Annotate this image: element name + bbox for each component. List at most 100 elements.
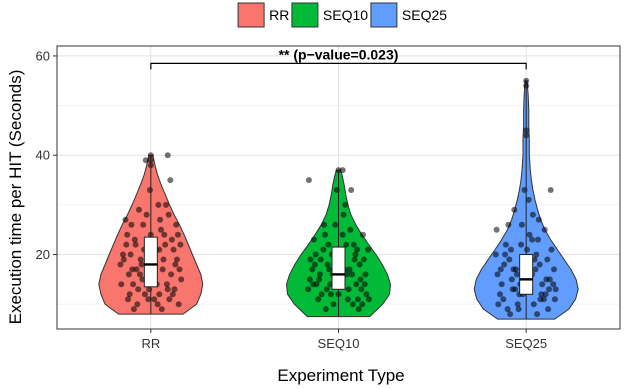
data-point xyxy=(525,196,532,203)
data-point xyxy=(130,281,137,288)
y-tick-label: 40 xyxy=(36,148,50,163)
data-point xyxy=(502,241,509,248)
data-point xyxy=(309,266,316,273)
data-point xyxy=(169,291,176,298)
y-tick-label: 20 xyxy=(36,247,50,262)
data-point xyxy=(164,152,171,159)
data-point xyxy=(537,296,544,303)
x-axis-label: Experiment Type xyxy=(277,366,404,385)
x-tick-label: SEQ25 xyxy=(505,336,547,351)
data-point xyxy=(497,266,504,273)
data-point xyxy=(356,261,363,268)
data-point xyxy=(126,291,133,298)
data-point xyxy=(322,231,328,238)
data-point xyxy=(509,286,516,293)
data-point xyxy=(321,221,328,228)
data-point xyxy=(515,306,522,313)
data-point xyxy=(501,261,508,268)
data-point xyxy=(349,301,356,308)
data-point xyxy=(128,221,135,228)
data-point xyxy=(151,296,158,303)
data-point xyxy=(543,276,550,283)
data-point xyxy=(327,291,334,298)
data-point xyxy=(162,241,169,248)
data-point xyxy=(535,216,542,223)
data-point xyxy=(339,231,346,238)
data-point xyxy=(122,216,129,223)
data-point xyxy=(507,311,514,318)
data-point xyxy=(498,281,505,288)
legend-label: SEQ10 xyxy=(323,7,368,23)
data-point xyxy=(320,246,327,253)
data-point xyxy=(158,306,165,313)
data-point xyxy=(518,221,525,228)
data-point xyxy=(137,256,144,263)
boxplots xyxy=(143,80,534,320)
data-point xyxy=(124,231,131,238)
y-axis-label: Execution time per HIT (Seconds) xyxy=(6,70,25,325)
p-value-label: ** (p−value=0.023) xyxy=(279,46,399,62)
data-point xyxy=(529,236,536,243)
data-point xyxy=(541,226,548,233)
data-point xyxy=(495,301,502,308)
legend: RR SEQ10 SEQ25 xyxy=(237,2,447,28)
significance-annotation: ** (p−value=0.023) xyxy=(150,46,527,70)
data-point xyxy=(355,306,362,313)
data-point xyxy=(354,296,361,303)
data-point xyxy=(326,266,333,273)
data-point xyxy=(118,281,125,288)
data-point xyxy=(551,266,557,273)
data-point xyxy=(323,286,330,293)
data-point xyxy=(345,286,352,293)
data-point xyxy=(156,291,163,298)
data-point xyxy=(348,187,355,193)
data-point xyxy=(360,231,366,238)
data-point xyxy=(357,276,364,283)
data-point xyxy=(506,256,513,263)
data-point xyxy=(172,261,179,268)
data-point xyxy=(159,266,166,273)
data-point xyxy=(131,236,138,243)
data-point xyxy=(311,261,318,268)
data-point xyxy=(526,231,533,238)
x-tick-label: RR xyxy=(141,336,160,351)
legend-key-seq25 xyxy=(370,2,398,28)
data-point xyxy=(545,306,552,313)
data-point xyxy=(511,206,518,213)
data-point xyxy=(173,221,180,228)
data-point xyxy=(342,201,349,208)
data-point xyxy=(547,187,554,193)
data-point xyxy=(147,187,153,193)
data-point xyxy=(171,286,178,293)
data-point xyxy=(508,246,514,253)
data-point xyxy=(505,221,512,228)
data-point xyxy=(534,311,541,318)
data-point xyxy=(535,236,541,243)
data-point xyxy=(157,216,164,223)
data-point xyxy=(138,261,145,268)
data-point xyxy=(538,291,545,298)
data-point xyxy=(147,152,154,159)
data-point xyxy=(141,291,148,298)
data-point xyxy=(134,301,141,308)
data-point xyxy=(493,226,500,233)
data-point xyxy=(349,271,355,278)
data-point xyxy=(315,296,322,303)
data-point xyxy=(354,246,361,253)
jitter-points xyxy=(117,77,559,318)
data-point xyxy=(544,256,551,263)
data-point xyxy=(513,266,519,273)
data-point xyxy=(120,251,126,258)
data-point xyxy=(129,266,136,273)
box-seq10 xyxy=(331,246,346,290)
axes: 20 40 60 RR SEQ10 SEQ25 xyxy=(36,45,621,351)
data-point xyxy=(508,276,515,283)
data-point xyxy=(518,241,525,248)
data-point xyxy=(164,286,171,293)
data-point xyxy=(142,157,149,164)
data-point xyxy=(324,261,331,268)
data-point xyxy=(317,256,324,263)
data-point xyxy=(166,296,173,303)
data-point xyxy=(154,301,161,308)
data-point xyxy=(325,241,332,248)
